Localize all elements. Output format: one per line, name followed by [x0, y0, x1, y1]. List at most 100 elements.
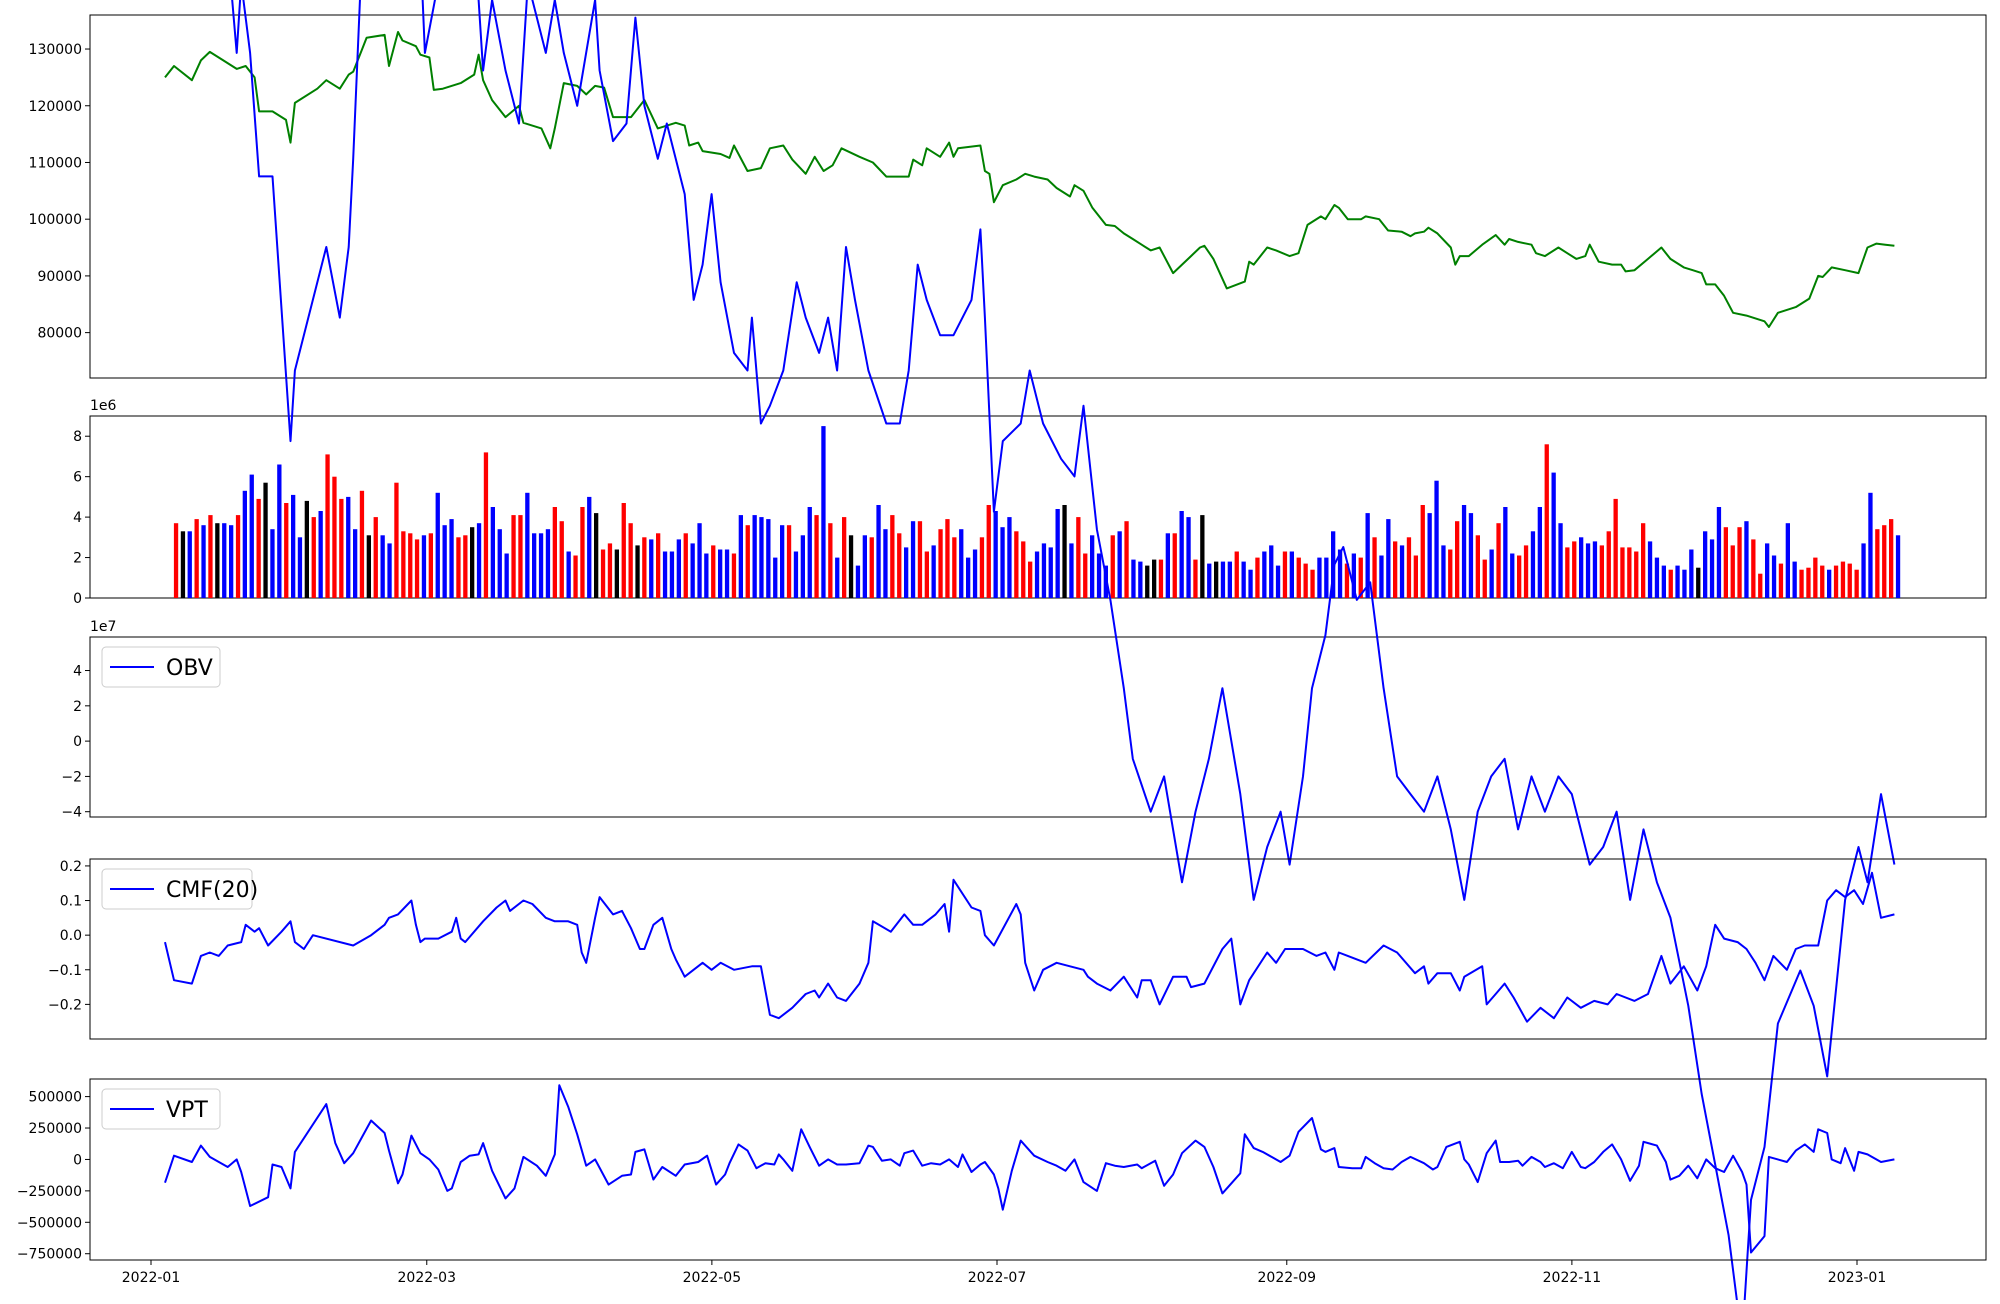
volume-bar [731, 553, 737, 598]
volume-bar [304, 500, 309, 598]
volume-bar [904, 547, 909, 598]
volume-bar [180, 531, 186, 598]
volume-bar [1482, 559, 1487, 598]
volume-bar [1172, 533, 1177, 598]
volume-bar [1282, 551, 1288, 598]
volume-bar [1723, 527, 1728, 598]
volume-bar [587, 496, 592, 598]
volume-bar [435, 492, 440, 598]
volume-bar [828, 523, 833, 598]
volume-bar [1310, 569, 1315, 598]
volume-bar [277, 464, 282, 598]
volume-bar [1296, 557, 1301, 598]
volume-bar [380, 535, 385, 598]
volume-bar [676, 539, 681, 598]
axes-frame [89, 858, 1987, 1040]
volume-bar [222, 523, 227, 598]
volume-bar [1220, 561, 1226, 598]
volume-bar [1124, 521, 1129, 598]
volume-bar [1730, 545, 1735, 598]
volume-bar [538, 533, 544, 598]
volume-bar [421, 535, 427, 598]
volume-bar [1337, 549, 1343, 598]
volume-bar [1193, 559, 1198, 598]
volume-bar [1799, 569, 1804, 598]
vpt-panel: −750000 −500000 −250000 0 250000 500000 VPT [17, 1078, 1987, 1263]
volume-bar [456, 537, 461, 598]
volume-bar [1448, 549, 1453, 598]
volume-bar [1889, 519, 1894, 598]
volume-bar [1165, 533, 1170, 598]
x-tick-label: 2022-01 [122, 1270, 181, 1286]
volume-bar [1496, 523, 1501, 598]
volume-bar [1709, 539, 1715, 598]
y-tick-label: 130000 [29, 42, 82, 58]
volume-bar [1827, 569, 1832, 598]
volume-bar [1744, 521, 1749, 598]
x-tick-label: 2022-09 [1258, 1270, 1317, 1286]
volume-bar [297, 537, 303, 598]
volume-bar [1647, 541, 1653, 598]
volume-panel: 0 2 4 6 8 1e6 [73, 398, 1987, 607]
volume-bar [821, 426, 826, 598]
volume-bar [1868, 492, 1873, 598]
volume-bar [525, 492, 530, 598]
volume-bar [628, 523, 633, 598]
volume-bar [1269, 545, 1274, 598]
volume-bar [1620, 547, 1625, 598]
y-tick-label: −0.1 [48, 963, 82, 979]
volume-bar [1875, 529, 1880, 598]
legend-label: CMF(20) [166, 878, 258, 903]
volume-bar [972, 549, 978, 598]
volume-bar [917, 521, 923, 598]
volume-bar [1489, 549, 1494, 598]
volume-bar [552, 507, 557, 598]
volume-bar [1634, 551, 1639, 598]
volume-bar [1393, 541, 1398, 598]
obv-line [231, 0, 1896, 1304]
cmf-panel: −0.2 −0.1 0.0 0.1 0.2 CMF(20) [48, 858, 1987, 1040]
volume-bar [408, 533, 413, 598]
volume-bar [215, 523, 220, 598]
volume-bar [890, 515, 895, 598]
volume-bar [690, 543, 695, 598]
volume-bar [1179, 511, 1184, 598]
volume-bar [1358, 557, 1363, 598]
y-tick-label: 120000 [29, 99, 82, 115]
volume-bar [1806, 567, 1811, 598]
volume-bar [1062, 505, 1067, 598]
volume-bar [711, 545, 716, 598]
volume-bar [718, 549, 723, 598]
vpt-line [164, 1084, 1895, 1254]
volume-bar [1110, 535, 1115, 598]
volume-bar [814, 515, 819, 598]
volume-bar [621, 503, 626, 598]
volume-bar [669, 551, 675, 598]
volume-bar [842, 517, 847, 598]
volume-bar [1523, 545, 1529, 598]
volume-bar [635, 545, 640, 598]
volume-bar [1551, 472, 1556, 598]
volume-bar [1434, 480, 1439, 598]
volume-bar [1207, 563, 1212, 598]
volume-bar [235, 515, 241, 598]
volume-bar [270, 529, 275, 598]
volume-bar [993, 511, 998, 598]
volume-bar [1227, 561, 1232, 598]
volume-bar [738, 515, 743, 598]
volume-bar [1275, 565, 1281, 598]
legend-box [101, 868, 253, 910]
volume-bar [504, 553, 509, 598]
volume-bar [359, 490, 365, 598]
volume-bar [800, 535, 805, 598]
volume-bar [442, 525, 447, 598]
volume-bar [1344, 563, 1350, 598]
volume-bar [242, 490, 247, 598]
volume-bar [1331, 531, 1336, 598]
volume-bar [559, 521, 564, 598]
volume-bar [1737, 527, 1742, 598]
volume-bar [1441, 545, 1446, 598]
volume-bar [428, 533, 433, 598]
volume-bar [1427, 513, 1432, 598]
